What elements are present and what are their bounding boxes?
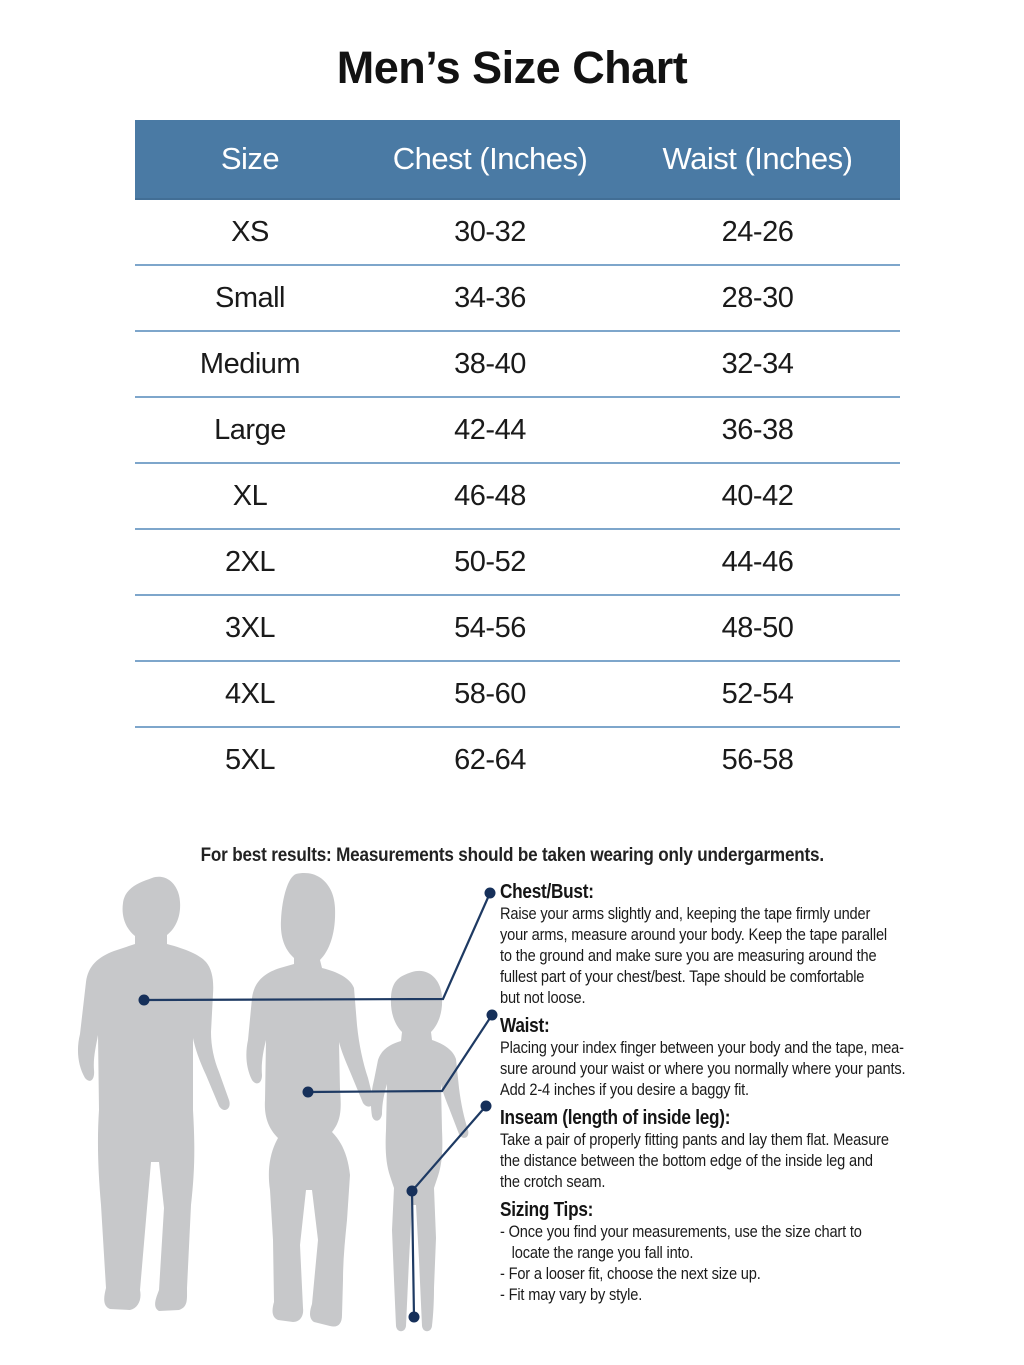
cell-size: Small (214, 281, 286, 314)
waist-body: Placing your index finger between your b… (500, 1038, 906, 1099)
chest-bullet-dot (484, 887, 496, 899)
table-row: Large 42-44 36-38 (135, 398, 900, 464)
table-row: XL 46-48 40-42 (135, 464, 900, 530)
cell-waist: 24-26 (721, 215, 794, 248)
inseam-bullet-dot (480, 1100, 492, 1112)
cell-size: Medium (199, 347, 301, 380)
cell-waist: 52-54 (721, 677, 794, 710)
waist-bullet-dot (486, 1009, 498, 1021)
cell-size: XS (231, 215, 269, 248)
inseam-heading: Inseam (length of inside leg): (500, 1107, 731, 1129)
header-cell-size: Size (220, 141, 280, 176)
measurement-note: For best results: Measurements should be… (0, 845, 1024, 867)
cell-chest: 54-56 (454, 611, 526, 644)
cell-chest: 34-36 (454, 281, 526, 314)
table-row: 3XL 54-56 48-50 (135, 596, 900, 662)
cell-chest: 42-44 (454, 413, 526, 446)
cell-chest: 50-52 (454, 545, 526, 578)
cell-waist: 48-50 (721, 611, 794, 644)
cell-size: 3XL (224, 611, 276, 644)
tip-item: - Fit may vary by style. (500, 1285, 643, 1304)
cell-waist: 28-30 (721, 281, 794, 314)
tip-item: - Once you find your measurements, use t… (500, 1222, 862, 1262)
cell-size: 5XL (224, 743, 276, 776)
cell-waist: 32-34 (721, 347, 794, 380)
inseam-body: Take a pair of properly fitting pants an… (500, 1130, 889, 1191)
page-title: Men’s Size Chart (336, 42, 688, 93)
header-cell-chest: Chest (Inches) (392, 141, 588, 176)
tip-item: - For a looser fit, choose the next size… (500, 1264, 761, 1283)
cell-chest: 46-48 (454, 479, 526, 512)
chest-heading: Chest/Bust: (500, 881, 594, 903)
sizing-tips-heading: Sizing Tips: (500, 1199, 594, 1221)
section-inseam: Inseam (length of inside leg): Take a pa… (500, 1107, 930, 1192)
cell-chest: 30-32 (454, 215, 526, 248)
table-row: 4XL 58-60 52-54 (135, 662, 900, 728)
measurement-instructions: Chest/Bust: Raise your arms slightly and… (500, 881, 930, 1312)
table-row: Small 34-36 28-30 (135, 266, 900, 332)
header-cell-waist: Waist (Inches) (662, 141, 853, 176)
cell-size: XL (232, 479, 268, 512)
table-row: Medium 38-40 32-34 (135, 332, 900, 398)
section-waist: Waist: Placing your index finger between… (500, 1015, 930, 1100)
cell-waist: 44-46 (721, 545, 794, 578)
woman-silhouette (246, 873, 374, 1327)
cell-waist: 36-38 (721, 413, 794, 446)
cell-waist: 40-42 (721, 479, 794, 512)
waist-heading: Waist: (500, 1015, 550, 1037)
silhouettes-illustration (77, 873, 469, 1332)
cell-size: Large (214, 413, 286, 446)
man-silhouette (77, 876, 230, 1311)
measurement-note-text: For best results: Measurements should be… (200, 845, 824, 866)
table-header-row: Size Chest (Inches) Waist (Inches) (135, 120, 900, 200)
cell-size: 2XL (224, 545, 276, 578)
child-silhouette (370, 970, 469, 1332)
cell-size: 4XL (224, 677, 276, 710)
cell-chest: 58-60 (454, 677, 526, 710)
cell-chest: 38-40 (454, 347, 526, 380)
cell-chest: 62-64 (454, 743, 526, 776)
table-row: XS 30-32 24-26 (135, 200, 900, 266)
section-chest: Chest/Bust: Raise your arms slightly and… (500, 881, 930, 1008)
table-row: 5XL 62-64 56-58 (135, 728, 900, 792)
chest-body: Raise your arms slightly and, keeping th… (500, 904, 887, 1007)
section-sizing-tips: Sizing Tips: - Once you find your measur… (500, 1199, 930, 1305)
cell-waist: 56-58 (721, 743, 794, 776)
size-table: Size Chest (Inches) Waist (Inches) XS 30… (135, 120, 900, 792)
table-row: 2XL 50-52 44-46 (135, 530, 900, 596)
